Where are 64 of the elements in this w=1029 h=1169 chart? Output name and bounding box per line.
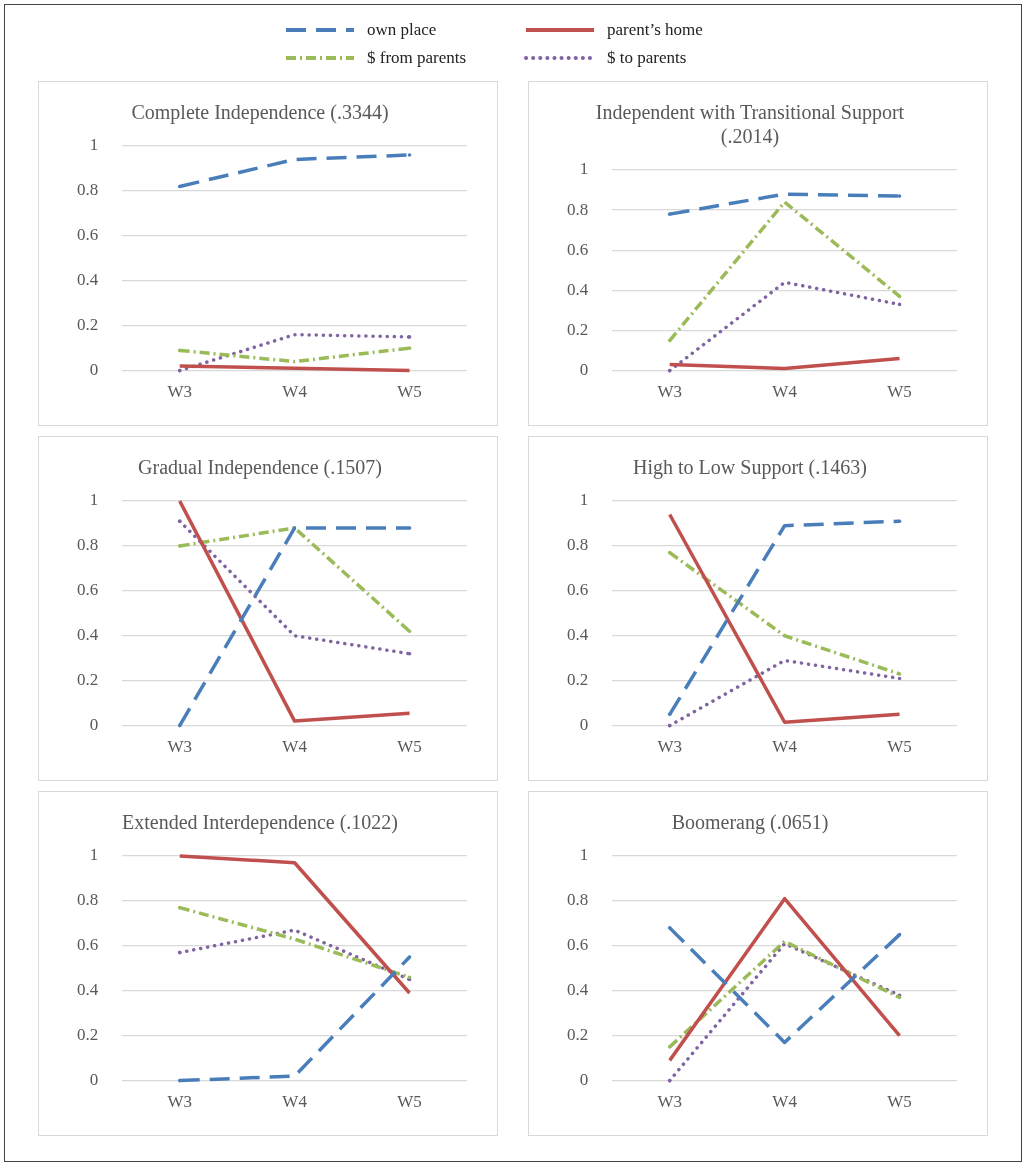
x-tick-label: W3	[167, 382, 192, 402]
y-tick-label: 0.6	[567, 580, 589, 600]
chart-title: High to Low Support (.1463)	[633, 456, 867, 480]
y-tick-label: 0.4	[77, 270, 99, 290]
y-tick-label: 0.6	[567, 935, 589, 955]
y-tick-label: 0.8	[77, 890, 99, 910]
x-tick-label: W4	[282, 382, 308, 402]
x-tick-label: W3	[657, 1092, 682, 1112]
x-tick-label: W5	[397, 382, 422, 402]
x-tick-label: W5	[397, 737, 422, 757]
y-tick-label: 0.6	[77, 225, 99, 245]
y-tick-label: 0.2	[77, 670, 99, 690]
y-tick-label: 0.8	[77, 535, 99, 555]
y-tick-label: 0.6	[77, 935, 99, 955]
chart-title: Complete Independence (.3344)	[131, 101, 389, 125]
y-tick-label: 0	[89, 360, 99, 380]
x-tick-label: W3	[657, 382, 682, 402]
y-tick-label: 1	[89, 135, 99, 155]
y-tick-label: 0.8	[567, 890, 589, 910]
legend-label: parent’s home	[607, 20, 703, 40]
x-tick-label: W4	[772, 737, 798, 757]
legend-label: $ to parents	[607, 48, 687, 68]
y-tick-label: 0.4	[567, 625, 589, 645]
legend-label: own place	[367, 20, 437, 40]
y-tick-label: 0.2	[567, 1025, 589, 1045]
y-tick-label: 0	[579, 715, 589, 735]
y-tick-label: 0	[89, 1070, 99, 1090]
y-tick-label: 0.4	[567, 279, 589, 299]
y-tick-label: 0.2	[567, 319, 589, 339]
y-tick-label: 1	[89, 490, 99, 510]
x-tick-label: W5	[887, 382, 912, 402]
x-tick-label: W4	[282, 737, 308, 757]
y-tick-label: 0.2	[77, 1025, 99, 1045]
y-tick-label: 0.2	[77, 315, 99, 335]
x-tick-label: W3	[657, 737, 682, 757]
y-tick-label: 0.6	[567, 239, 589, 259]
x-tick-label: W4	[282, 1092, 308, 1112]
y-tick-label: 1	[579, 159, 589, 179]
y-tick-label: 0	[89, 715, 99, 735]
chart-title: Extended Interdependence (.1022)	[122, 811, 398, 835]
chart-title: Boomerang (.0651)	[671, 811, 829, 835]
y-tick-label: 1	[579, 490, 589, 510]
y-tick-label: 0.6	[77, 580, 99, 600]
y-tick-label: 0.4	[77, 625, 99, 645]
chart-title: Independent with Transitional Support (.2014)	[595, 101, 905, 149]
x-tick-label: W5	[887, 737, 912, 757]
y-tick-label: 0.4	[567, 980, 589, 1000]
chart-title: Gradual Independence (.1507)	[138, 456, 382, 480]
y-tick-label: 0.8	[567, 199, 589, 219]
y-tick-label: 0.8	[77, 180, 99, 200]
y-tick-label: 0.2	[567, 670, 589, 690]
x-tick-label: W4	[772, 1092, 798, 1112]
y-tick-label: 0	[579, 360, 589, 380]
x-tick-label: W3	[167, 737, 192, 757]
y-tick-label: 1	[89, 845, 99, 865]
y-tick-label: 1	[579, 845, 589, 865]
y-tick-label: 0.8	[567, 535, 589, 555]
y-tick-label: 0.4	[77, 980, 99, 1000]
x-tick-label: W3	[167, 1092, 192, 1112]
legend-label: $ from parents	[367, 48, 467, 68]
x-tick-label: W4	[772, 382, 798, 402]
x-tick-label: W5	[887, 1092, 912, 1112]
x-tick-label: W5	[397, 1092, 422, 1112]
y-tick-label: 0	[579, 1070, 589, 1090]
